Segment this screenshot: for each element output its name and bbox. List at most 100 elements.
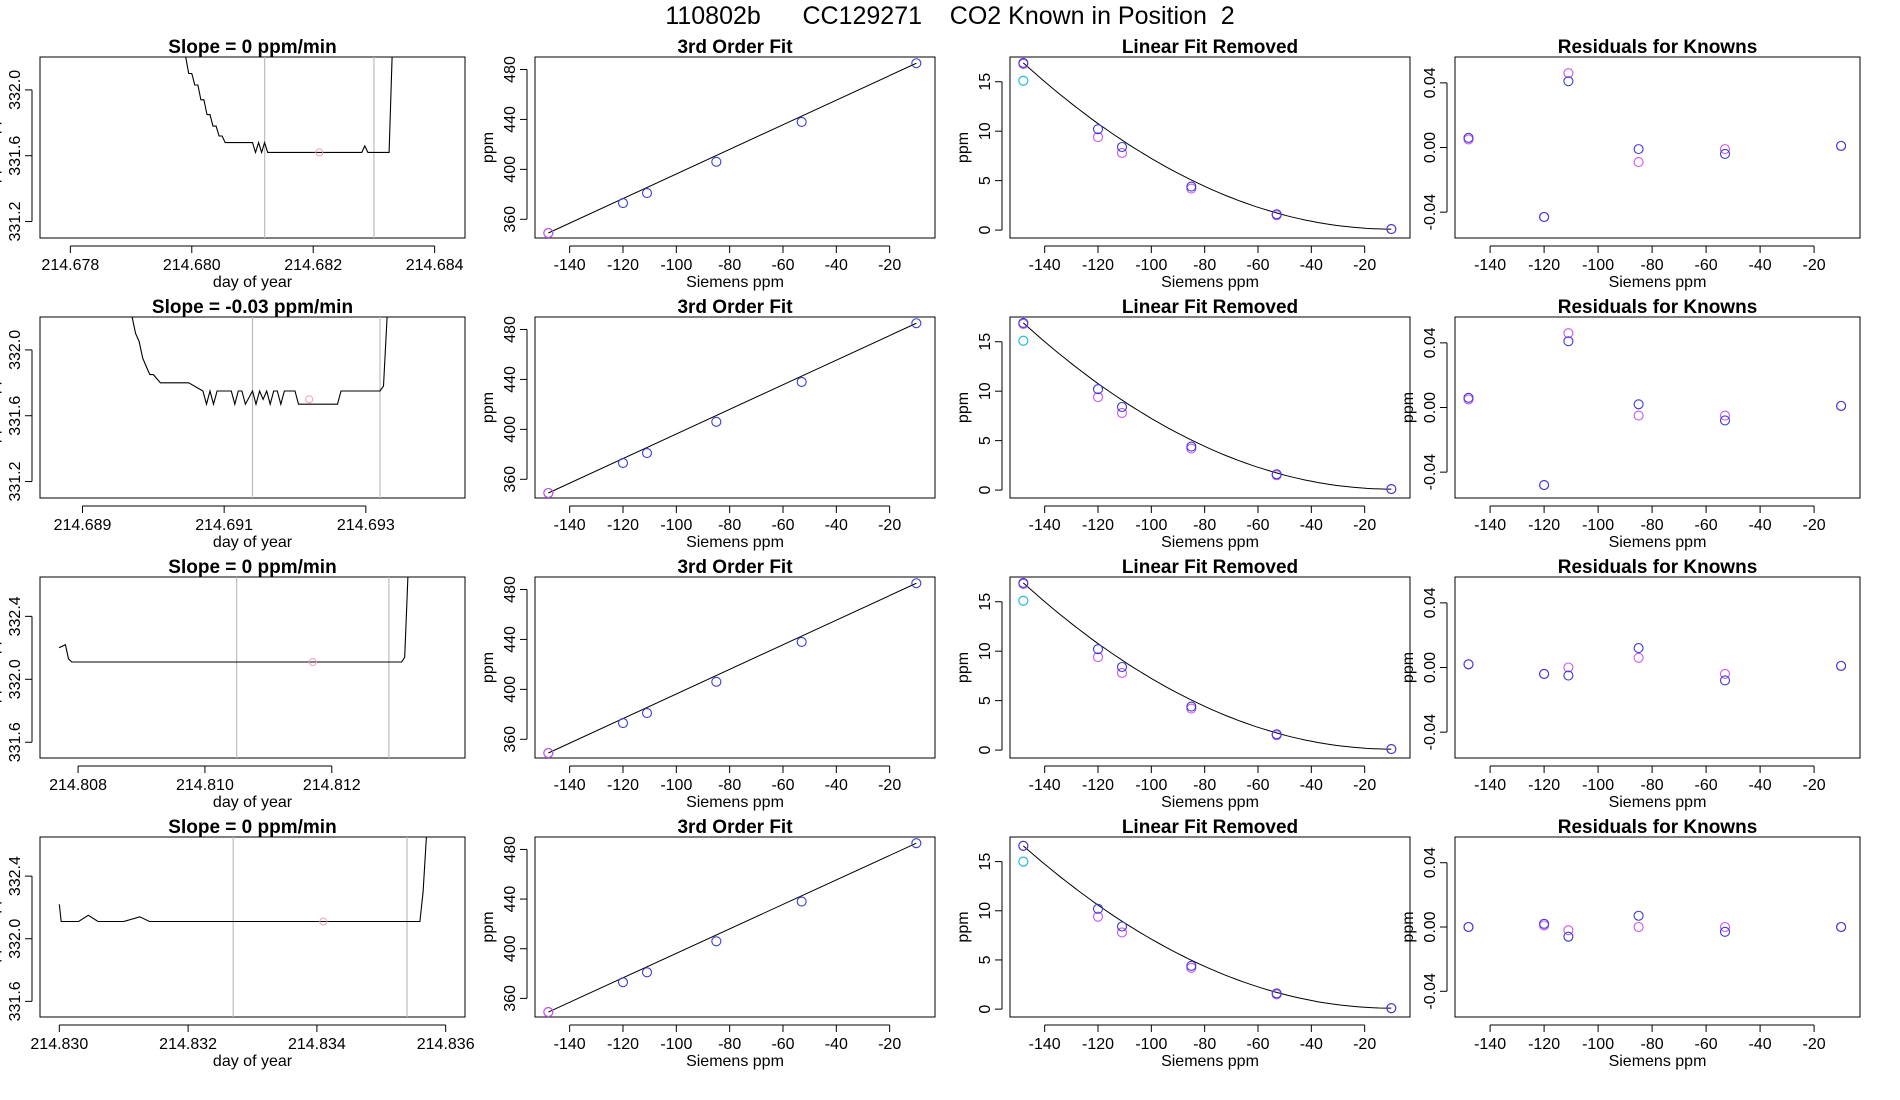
y-tick-label: 5 — [977, 696, 994, 705]
y-tick-label: 331.6 — [7, 396, 24, 436]
y-tick-label: 360 — [502, 466, 519, 493]
x-tick-label: -40 — [1300, 517, 1323, 534]
y-tick-label: -0.04 — [1422, 194, 1439, 231]
x-tick-label: -60 — [771, 257, 794, 274]
panel-time-1: Slope = -0.03 ppm/min 214.689 214.691 214.6… — [0, 297, 466, 551]
panel-linear-0: Linear Fit Removed -140 -120 -100 -80 -60 -40 -… — [955, 37, 1411, 291]
panel-fit-1: 3rd Order Fit -140 -120 -100 -80 -60 -40 -20 Sie… — [480, 297, 936, 551]
residual-point-a — [1836, 921, 1847, 933]
linear-point — [1092, 911, 1104, 922]
panel-title: Slope = 0 ppm/min — [168, 817, 336, 838]
plot-frame — [534, 56, 936, 239]
x-tick-label: -60 — [1695, 517, 1718, 534]
x-axis-label: day of year — [213, 794, 293, 811]
x-tick-label: -80 — [718, 257, 741, 274]
concentration-trace — [58, 577, 409, 663]
x-tick-label: -140 — [554, 777, 586, 794]
plot-area — [1463, 643, 1847, 686]
plot-frame — [534, 316, 936, 499]
y-tick-label: 400 — [502, 416, 519, 443]
y-tick-label: 15 — [977, 593, 994, 611]
x-tick-label: 214.682 — [284, 257, 342, 274]
residual-point-a — [1719, 415, 1731, 426]
panel-title: 3rd Order Fit — [677, 557, 793, 578]
linear-point — [1092, 652, 1104, 663]
x-tick-label: -140 — [1029, 1036, 1061, 1053]
residual-point-b — [1633, 410, 1644, 421]
y-tick-label: 440 — [502, 106, 519, 133]
x-tick-label: 214.830 — [30, 1036, 88, 1053]
fit-point-alt — [543, 487, 554, 498]
fit-line — [548, 842, 917, 1013]
x-tick-label: -60 — [1695, 777, 1718, 794]
fit-point — [1092, 384, 1104, 395]
plot-area — [131, 317, 388, 498]
fit-point — [1386, 1003, 1397, 1014]
y-tick-label: 5 — [977, 955, 994, 964]
page-title: 110802b CC129271 CO2 Known in Position 2 — [665, 2, 1235, 30]
y-tick-label: 15 — [977, 73, 994, 91]
x-tick-label: -20 — [878, 257, 901, 274]
residual-point-b — [1563, 662, 1574, 673]
x-tick-label: -40 — [1300, 1036, 1323, 1053]
x-tick-label: -100 — [660, 1036, 692, 1053]
x-tick-label: -100 — [1582, 1036, 1614, 1053]
x-tick-label: -40 — [825, 257, 848, 274]
y-tick-label: 440 — [502, 886, 519, 913]
fit-point — [796, 376, 807, 387]
x-tick-label: -140 — [1474, 257, 1506, 274]
residual-point-b — [1719, 668, 1731, 680]
x-tick-label: -80 — [1193, 1036, 1216, 1053]
fit-point — [641, 448, 653, 459]
x-axis-label: day of year — [213, 274, 293, 291]
x-tick-label: -40 — [825, 1036, 848, 1053]
plot-frame — [1009, 316, 1411, 499]
x-tick-label: -80 — [1193, 257, 1216, 274]
fit-point — [1386, 224, 1397, 235]
panel-title: Linear Fit Removed — [1122, 297, 1298, 318]
x-tick-label: -100 — [1582, 257, 1614, 274]
x-tick-label: -60 — [1246, 517, 1269, 534]
x-axis-label: Siemens ppm — [1609, 1053, 1707, 1070]
y-axis-label: approx. ppm — [0, 363, 2, 452]
residual-point-a — [1563, 931, 1574, 942]
fit-point-alt — [543, 227, 554, 238]
x-tick-label: -20 — [1803, 777, 1826, 794]
panel-time-2: Slope = 0 ppm/min 214.808 214.810 214.812 da… — [0, 557, 466, 811]
y-axis-label: approx. ppm — [0, 103, 2, 192]
fit-point — [1116, 921, 1128, 932]
x-tick-label: -80 — [1193, 777, 1216, 794]
panel-time-0: Slope = 0 ppm/min 214.678 214.680 214.682 21… — [0, 37, 466, 291]
panel-time-3: Slope = 0 ppm/min 214.830 214.832 214.834 21… — [0, 817, 475, 1070]
fit-point — [1186, 701, 1197, 712]
residual-point-a — [1633, 399, 1644, 410]
plot-frame — [1009, 836, 1411, 1018]
x-tick-label: -20 — [878, 777, 901, 794]
x-axis-label: Siemens ppm — [686, 794, 784, 811]
concentration-trace — [58, 837, 427, 923]
plot-area — [58, 837, 427, 1017]
fit-point — [711, 936, 722, 947]
plot-frame — [1454, 56, 1861, 239]
x-tick-label: 214.678 — [41, 257, 99, 274]
y-tick-label: 331.6 — [7, 981, 24, 1021]
x-tick-label: -120 — [1082, 777, 1114, 794]
x-tick-label: -40 — [825, 777, 848, 794]
fit-point — [641, 967, 653, 978]
linear-point — [1116, 927, 1128, 938]
fit-point — [796, 896, 807, 907]
mean-marker — [308, 657, 317, 666]
plot-area — [1018, 840, 1397, 1014]
y-axis-label: ppm — [480, 652, 497, 683]
y-tick-label: 10 — [977, 902, 994, 920]
x-tick-label: 214.810 — [176, 777, 234, 794]
residual-point-b — [1633, 156, 1644, 168]
y-axis-label: ppm — [1400, 652, 1417, 683]
mean-marker — [315, 148, 324, 157]
residual-point-a — [1539, 211, 1550, 223]
x-tick-label: -80 — [1193, 517, 1216, 534]
residual-point-a — [1539, 480, 1550, 491]
x-tick-label: -80 — [1641, 257, 1664, 274]
residual-point-b — [1633, 652, 1644, 663]
fit-point — [911, 58, 922, 69]
